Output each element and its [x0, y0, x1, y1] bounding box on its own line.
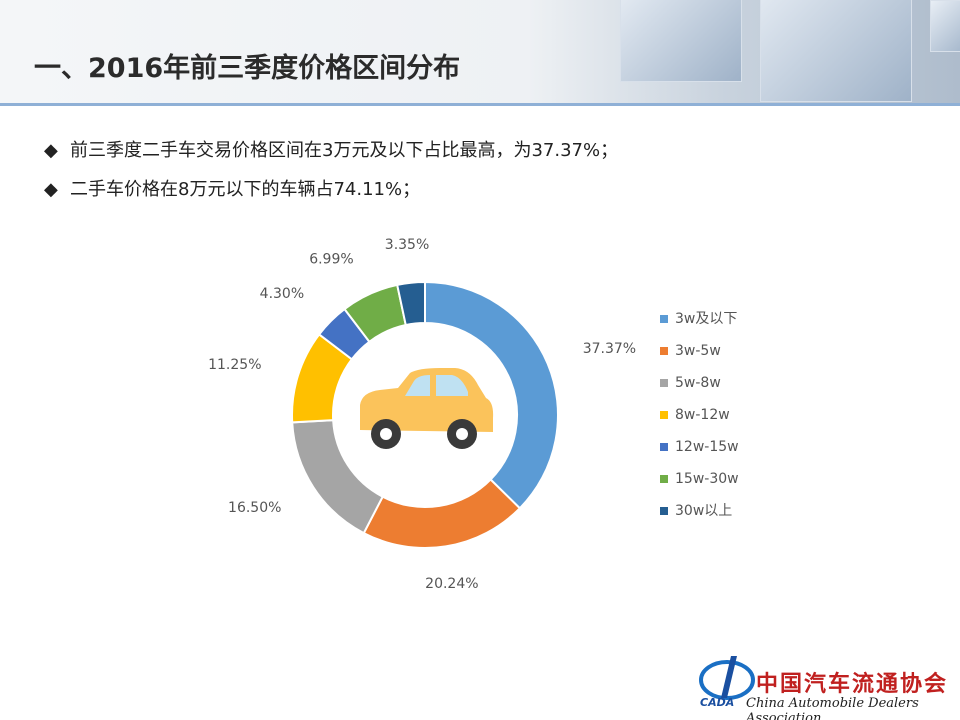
- org-name-en: China Automobile Dealers Association: [746, 696, 919, 720]
- legend-label: 5w-8w: [675, 375, 721, 391]
- bullet: ◆ 前三季度二手车交易价格区间在3万元及以下占比最高，为37.37%；: [44, 140, 619, 161]
- org-name-cn: 中国汽车流通协会: [756, 671, 949, 697]
- data-label: 4.30%: [260, 286, 304, 302]
- decor-cube: [620, 0, 742, 82]
- decor-cube: [930, 0, 960, 52]
- logo-text: CADA: [700, 696, 735, 709]
- bullet: ◆ 二手车价格在8万元以下的车辆占74.11%；: [44, 179, 421, 200]
- decor-cube: [760, 0, 912, 102]
- car-hub: [456, 428, 468, 440]
- bullet-text: 二手车价格在8万元以下的车辆占74.11%；: [70, 179, 421, 200]
- data-label: 37.37%: [583, 341, 636, 357]
- donut-segment: [396, 280, 426, 327]
- legend-swatch: [660, 347, 668, 355]
- car-hub: [380, 428, 392, 440]
- legend-swatch: [660, 315, 668, 323]
- legend-swatch: [660, 475, 668, 483]
- legend-swatch: [660, 411, 668, 419]
- car-icon: [360, 368, 494, 449]
- data-label: 11.25%: [208, 357, 261, 373]
- slide-title: 一、2016年前三季度价格区间分布: [34, 53, 461, 84]
- donut-segment: [362, 478, 522, 549]
- header-rule: [0, 103, 960, 106]
- data-label: 6.99%: [309, 252, 353, 268]
- logo-stroke: [721, 656, 737, 698]
- legend-label: 3w-5w: [675, 343, 721, 359]
- legend-label: 3w及以下: [675, 311, 737, 327]
- car-window: [405, 375, 430, 396]
- legend-label: 15w-30w: [675, 471, 739, 487]
- data-label: 16.50%: [228, 500, 281, 516]
- logo-mark: [699, 656, 755, 700]
- car-window: [436, 375, 468, 396]
- donut-segment: [424, 280, 559, 510]
- legend-swatch: [660, 507, 668, 515]
- data-label: 3.35%: [385, 237, 429, 253]
- legend-label: 12w-15w: [675, 439, 739, 455]
- data-label: 20.24%: [425, 576, 478, 592]
- legend-swatch: [660, 379, 668, 387]
- donut-segment: [291, 419, 385, 535]
- legend-label: 8w-12w: [675, 407, 730, 423]
- header-band: [0, 0, 960, 104]
- bullet-text: 前三季度二手车交易价格区间在3万元及以下占比最高，为37.37%；: [70, 140, 619, 161]
- legend-label: 30w以上: [675, 503, 732, 519]
- legend-swatch: [660, 443, 668, 451]
